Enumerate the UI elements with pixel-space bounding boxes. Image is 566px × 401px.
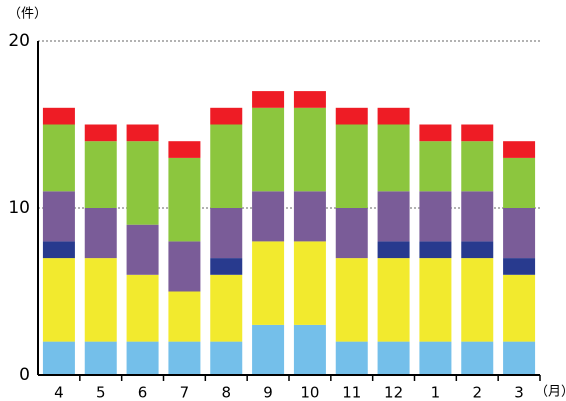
bar-segment [335, 208, 368, 259]
bar-segment [126, 341, 159, 375]
bar-segment [377, 341, 410, 375]
bar-segment [377, 191, 410, 242]
bar-segment [377, 124, 410, 192]
bar-segment [252, 191, 285, 242]
bar-segment [210, 341, 243, 375]
bar-segment [377, 258, 410, 342]
bar-segment [377, 107, 410, 125]
bar-segment [503, 341, 536, 375]
bar-segment [126, 141, 159, 225]
bar-segment [168, 157, 201, 242]
bar-segment [252, 324, 285, 375]
y-tick-label: 0 [19, 365, 30, 385]
x-tick-label: 10 [300, 384, 319, 401]
bar-segment [461, 241, 494, 259]
bar-segment [42, 191, 75, 242]
bar-segment [293, 324, 326, 375]
bar-segment [461, 141, 494, 192]
bar-segment [293, 91, 326, 108]
x-tick-label: 9 [263, 384, 273, 401]
bar-segment [503, 274, 536, 342]
bar-segment [168, 241, 201, 292]
bar-segment [503, 141, 536, 158]
bar-segment [210, 208, 243, 259]
bar-segment [168, 341, 201, 375]
bar-segment [126, 224, 159, 275]
bar-segment [419, 191, 452, 242]
bar-segment [210, 124, 243, 208]
bar-segment [252, 91, 285, 108]
y-tick-label: 20 [8, 31, 30, 51]
bar-segment [419, 141, 452, 192]
bar-segment [293, 241, 326, 325]
x-tick-label: 2 [472, 384, 482, 401]
bar-segment [419, 241, 452, 259]
bar-segment [126, 274, 159, 342]
bar-segment [419, 341, 452, 375]
bar-segment [252, 241, 285, 325]
bar-segment [42, 341, 75, 375]
x-tick-label: 4 [54, 384, 64, 401]
x-tick-label: 11 [342, 384, 361, 401]
x-tick-label: 6 [138, 384, 148, 401]
bar-segment [335, 341, 368, 375]
x-tick-label: 3 [514, 384, 524, 401]
bar-segment [293, 107, 326, 192]
bar-segment [84, 141, 117, 208]
bar-segment [168, 291, 201, 342]
bar-segment [210, 107, 243, 125]
bar-segment [84, 258, 117, 342]
bar-segment [126, 124, 159, 142]
bar-segment [84, 124, 117, 142]
bar-segment [335, 258, 368, 342]
x-unit-label: （月） [535, 385, 566, 400]
bar-segment [335, 107, 368, 125]
bar-segment [461, 124, 494, 142]
x-tick-label: 7 [180, 384, 190, 401]
bar-segment [461, 258, 494, 342]
y-unit-label: （件） [8, 7, 47, 22]
bar-segment [42, 124, 75, 192]
bar-segment [419, 258, 452, 342]
bar-segment [84, 208, 117, 259]
bar-segment [503, 208, 536, 259]
bar-segment [42, 241, 75, 259]
bar-segment [168, 141, 201, 158]
bar-segment [210, 274, 243, 342]
x-tick-label: 1 [431, 384, 441, 401]
x-tick-label: 12 [384, 384, 403, 401]
bar-segment [377, 241, 410, 259]
bar-segment [419, 124, 452, 142]
bar-segment [503, 157, 536, 208]
x-tick-label: 5 [96, 384, 106, 401]
bar-segment [461, 191, 494, 242]
bar-segment [335, 124, 368, 208]
bar-segment [84, 341, 117, 375]
bar-segment [252, 107, 285, 192]
bar-segment [503, 258, 536, 275]
y-tick-label: 10 [8, 198, 30, 218]
bar-segment [42, 258, 75, 342]
bar-segment [210, 258, 243, 275]
bar-segment [293, 191, 326, 242]
bar-segment [461, 341, 494, 375]
x-tick-label: 8 [221, 384, 231, 401]
bar-segment [42, 107, 75, 125]
